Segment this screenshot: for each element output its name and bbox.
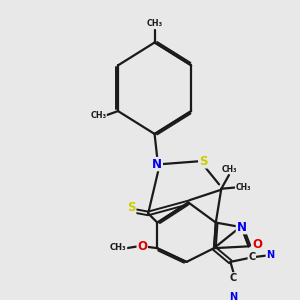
Text: N: N (266, 250, 274, 260)
Text: N: N (229, 292, 237, 300)
Text: S: S (127, 201, 136, 214)
Text: O: O (252, 238, 262, 251)
Text: CH₃: CH₃ (146, 20, 163, 28)
Text: CH₃: CH₃ (110, 243, 127, 252)
Text: N: N (152, 158, 162, 171)
Text: N: N (236, 221, 246, 234)
Text: S: S (199, 155, 207, 168)
Text: O: O (137, 240, 147, 253)
Text: CH₃: CH₃ (222, 164, 237, 173)
Text: C: C (230, 273, 237, 283)
Text: CH₃: CH₃ (90, 111, 106, 120)
Text: CH₃: CH₃ (236, 183, 251, 192)
Text: C: C (248, 252, 255, 262)
